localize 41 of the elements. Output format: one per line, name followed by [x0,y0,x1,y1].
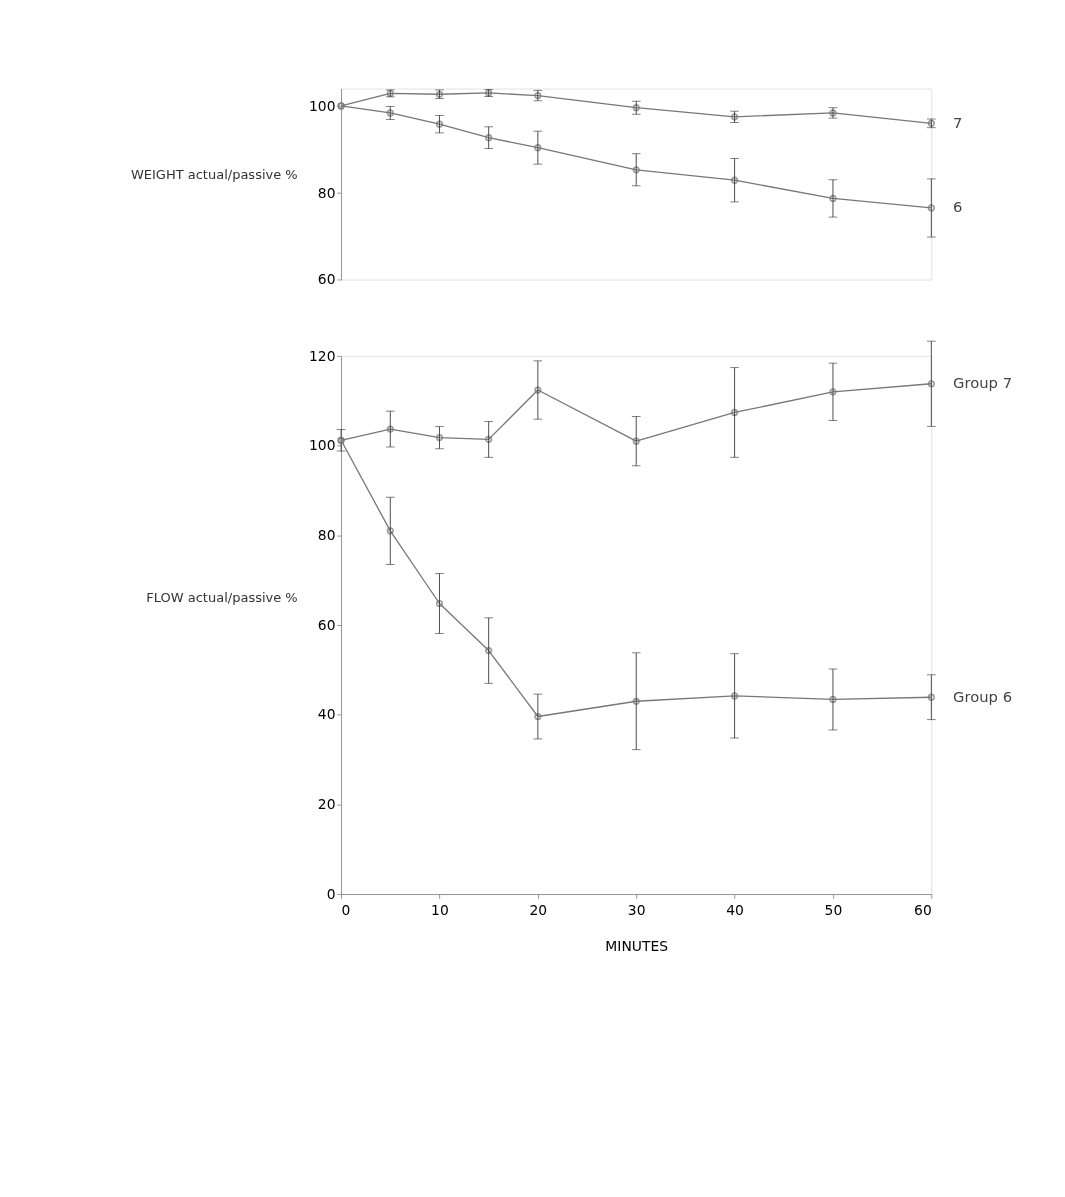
y-tick-label: 60 [317,271,336,288]
series-label: 7 [953,113,963,131]
point [730,408,739,417]
y-tick-label: 0 [326,885,336,902]
point [435,433,444,442]
y-tick-label: 100 [308,437,336,454]
y-tick-label: 120 [308,347,336,364]
point [485,435,493,443]
point [730,113,739,121]
y-tick-label: 20 [317,796,336,813]
series-label: Group 7 [953,374,1013,392]
x-tick-label: 50 [824,902,843,919]
point [485,134,493,142]
point [435,599,444,608]
point [386,527,394,535]
y-tick-label: 40 [317,706,336,723]
y-tick-label: 60 [317,616,336,633]
series-label: Group 6 [953,687,1013,705]
x-axis-title: MINUTES [605,937,669,954]
point [730,176,739,184]
point [386,109,394,117]
point [485,646,493,655]
point [386,425,394,433]
point [632,104,640,112]
point [632,437,640,445]
point [632,166,640,174]
point [730,692,739,700]
y-axis-title: WEIGHT actual/passive % [130,166,298,182]
y-axis-title: FLOW actual/passive % [146,590,298,606]
x-tick-label: 30 [627,902,646,919]
x-tick-label: 40 [726,902,744,919]
x-tick-label: 20 [529,902,548,919]
x-tick-label: 0 [341,902,351,919]
point [632,697,640,705]
series-label: 6 [953,198,963,216]
x-tick-label: 60 [914,902,932,919]
x-tick-label: 10 [431,902,449,919]
y-tick-label: 80 [317,527,336,544]
y-tick-label: 80 [317,184,336,201]
point [435,120,444,128]
y-tick-label: 100 [308,97,336,114]
